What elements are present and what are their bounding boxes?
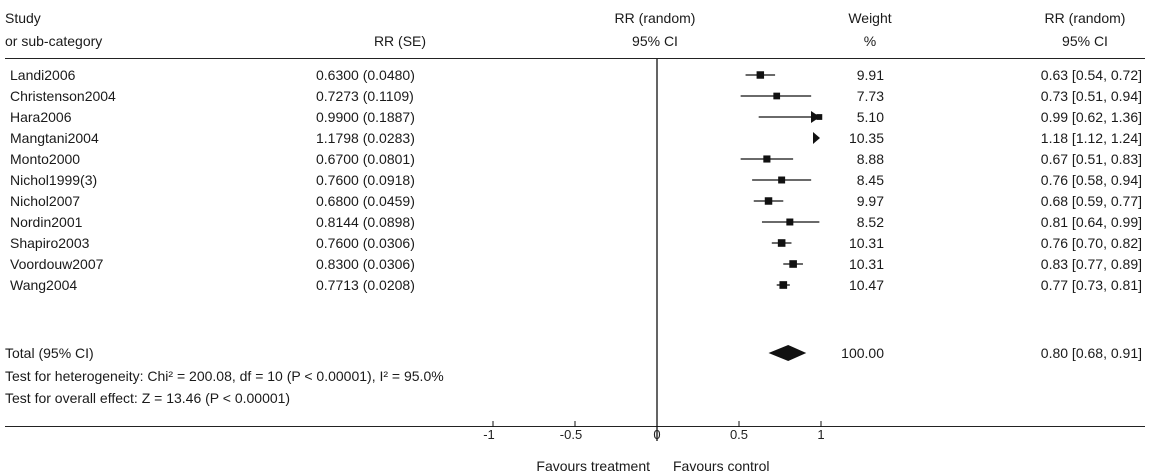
study-ci-text: 0.83 [0.77, 0.89] — [1040, 256, 1142, 272]
effect-square — [764, 197, 773, 205]
study-weight: 10.47 — [848, 277, 884, 293]
header-rr-ci-95: 95% CI — [1062, 33, 1108, 49]
header-study: Study — [5, 10, 41, 26]
study-rrse: 0.7600 (0.0306) — [316, 235, 415, 251]
study-name: Wang2004 — [10, 277, 78, 293]
effect-square — [789, 260, 797, 268]
header-rr-random-ci: 95% CI — [632, 33, 678, 49]
study-rrse: 0.9900 (0.1887) — [316, 109, 415, 125]
axis-tick-label: 1 — [817, 427, 824, 442]
study-ci-text: 0.77 [0.73, 0.81] — [1040, 277, 1142, 293]
effect-square — [756, 71, 765, 79]
study-ci-text: 0.63 [0.54, 0.72] — [1040, 67, 1142, 83]
study-weight: 8.88 — [856, 151, 884, 167]
study-rrse: 1.1798 (0.0283) — [316, 130, 415, 146]
ci-arrow — [813, 132, 820, 144]
ci-arrow — [811, 111, 820, 123]
effect-square — [763, 155, 771, 163]
study-weight: 9.91 — [856, 67, 884, 83]
axis-tick-label: -0.5 — [560, 427, 582, 442]
study-ci-text: 1.18 [1.12, 1.24] — [1040, 130, 1142, 146]
study-name: Christenson2004 — [10, 88, 116, 104]
header-weight: Weight — [848, 10, 892, 26]
favours-control-label: Favours control — [673, 458, 770, 474]
axis-tick-label: 0 — [653, 427, 660, 442]
study-name: Voordouw2007 — [10, 256, 104, 272]
study-rrse: 0.7273 (0.1109) — [316, 88, 414, 104]
study-rrse: 0.8300 (0.0306) — [316, 256, 415, 272]
study-name: Shapiro2003 — [10, 235, 90, 251]
header-rrse: RR (SE) — [373, 33, 427, 49]
total-ci-text: 0.80 [0.68, 0.91] — [1040, 345, 1142, 361]
effect-square — [773, 92, 781, 100]
header-rr-ci: RR (random) — [1044, 10, 1126, 26]
study-weight: 10.31 — [848, 256, 884, 272]
axis-tick-label: -1 — [483, 427, 495, 442]
study-weight: 10.31 — [848, 235, 884, 251]
summary-diamond — [768, 345, 807, 361]
study-weight: 8.45 — [856, 172, 884, 188]
study-name: Hara2006 — [10, 109, 72, 125]
study-ci-text: 0.76 [0.58, 0.94] — [1040, 172, 1142, 188]
study-name: Monto2000 — [10, 151, 81, 167]
study-name: Nichol1999(3) — [10, 172, 98, 188]
study-name: Nordin2001 — [10, 214, 83, 230]
study-name: Nichol2007 — [10, 193, 81, 209]
overall-effect-text: Test for overall effect: Z = 13.46 (P < … — [5, 390, 291, 406]
favours-treatment-label: Favours treatment — [536, 458, 650, 474]
effect-square — [779, 281, 788, 289]
header-weight-pct: % — [863, 33, 877, 49]
study-rrse: 0.8144 (0.0898) — [316, 214, 415, 230]
header-rule — [5, 58, 1145, 59]
study-rrse: 0.7713 (0.0208) — [316, 277, 415, 293]
study-ci-text: 0.73 [0.51, 0.94] — [1040, 88, 1142, 104]
study-ci-text: 0.81 [0.64, 0.99] — [1040, 214, 1142, 230]
total-weight: 100.00 — [841, 345, 884, 361]
study-ci-text: 0.67 [0.51, 0.83] — [1040, 151, 1142, 167]
effect-square — [777, 239, 786, 247]
study-weight: 10.35 — [848, 130, 884, 146]
header-subcategory: or sub-category — [5, 33, 103, 49]
axis-tick-label: 0.5 — [730, 427, 748, 442]
total-label: Total (95% CI) — [5, 345, 94, 361]
study-ci-text: 0.99 [0.62, 1.36] — [1040, 109, 1142, 125]
study-weight: 7.73 — [856, 88, 884, 104]
study-rrse: 0.7600 (0.0918) — [316, 172, 415, 188]
heterogeneity-text: Test for heterogeneity: Chi² = 200.08, d… — [5, 368, 444, 384]
effect-square — [778, 176, 786, 184]
study-weight: 9.97 — [856, 193, 884, 209]
study-name: Mangtani2004 — [10, 130, 99, 146]
study-rrse: 0.6700 (0.0801) — [316, 151, 415, 167]
effect-square — [816, 114, 823, 120]
effect-square — [786, 218, 794, 226]
study-ci-text: 0.68 [0.59, 0.77] — [1040, 193, 1142, 209]
study-weight: 8.52 — [856, 214, 884, 230]
study-weight: 5.10 — [856, 109, 884, 125]
study-rrse: 0.6800 (0.0459) — [316, 193, 415, 209]
study-name: Landi2006 — [10, 67, 76, 83]
study-ci-text: 0.76 [0.70, 0.82] — [1040, 235, 1142, 251]
study-rrse: 0.6300 (0.0480) — [316, 67, 415, 83]
header-rr-random: RR (random) — [614, 10, 696, 26]
